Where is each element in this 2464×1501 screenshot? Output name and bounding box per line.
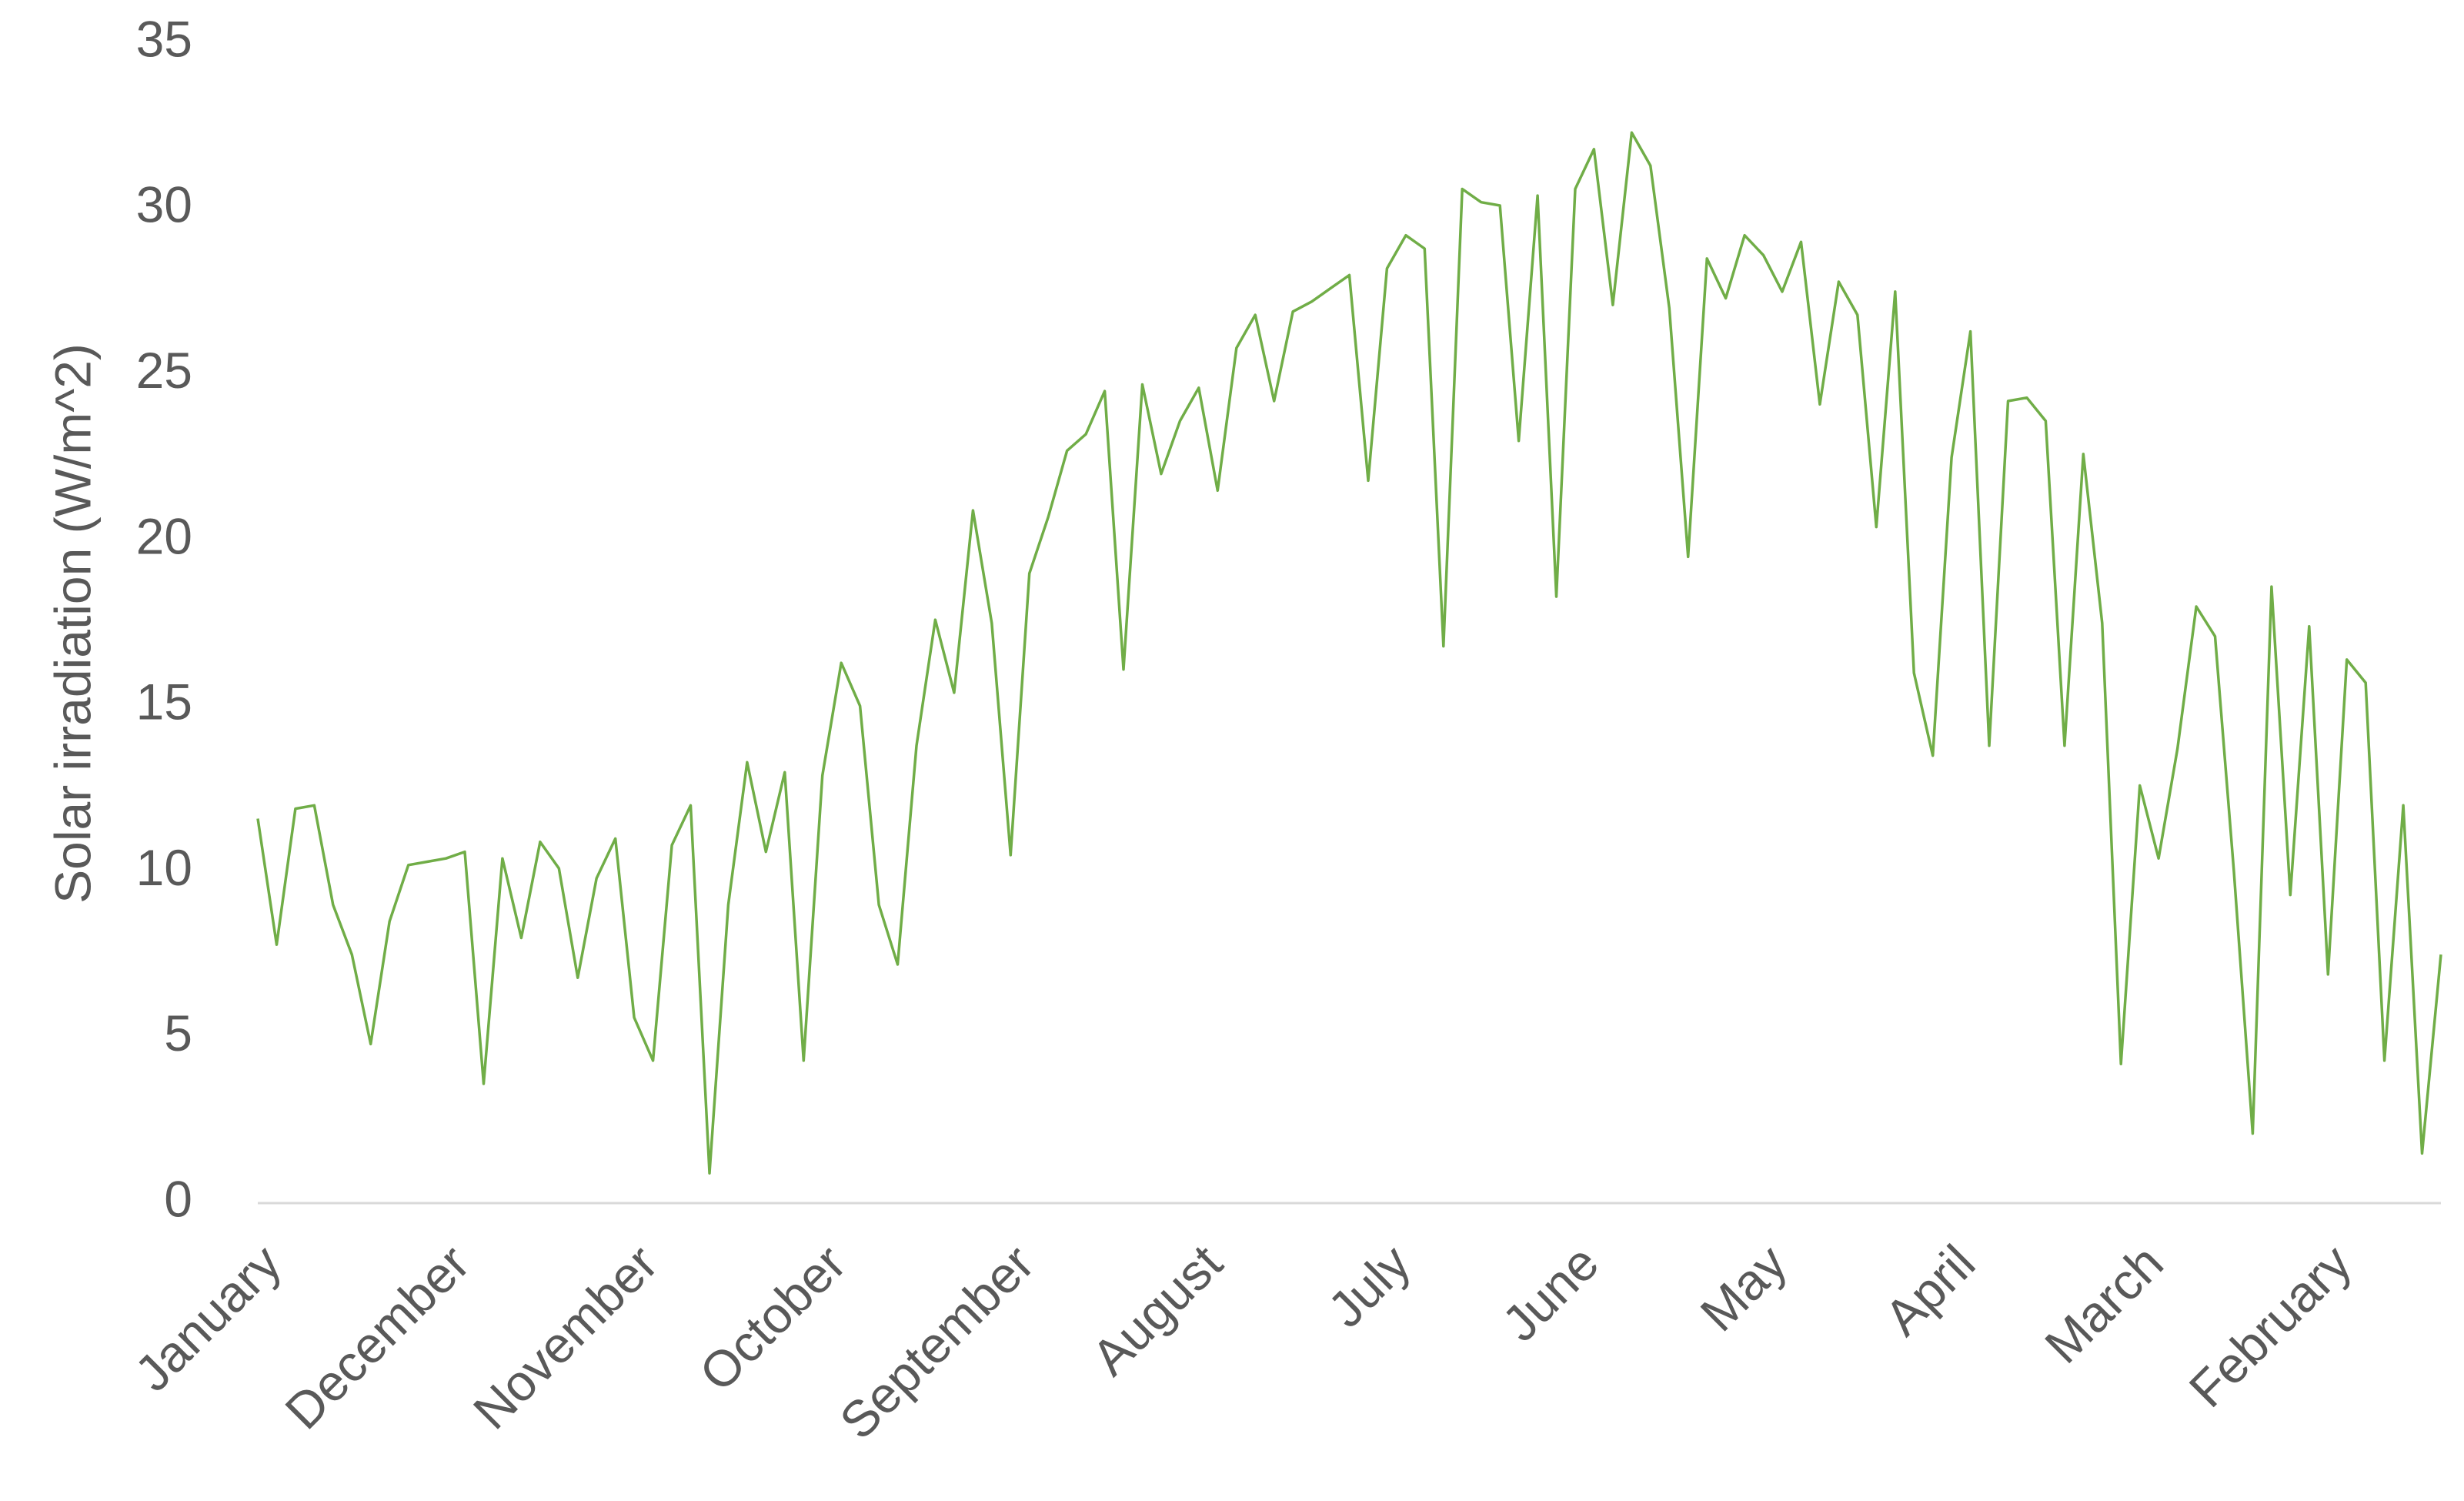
- y-tick-label: 25: [136, 342, 192, 399]
- y-tick-label: 5: [164, 1005, 192, 1061]
- y-axis-title: Solar irradiation (W/m^2): [44, 343, 101, 904]
- y-tick-label: 30: [136, 176, 192, 233]
- data-line: [256, 131, 2442, 1175]
- y-tick-label: 20: [136, 507, 192, 564]
- y-tick-label: 35: [136, 10, 192, 67]
- y-tick-label: 15: [136, 674, 192, 730]
- y-tick-label: 0: [164, 1170, 192, 1227]
- y-tick-label: 10: [136, 839, 192, 896]
